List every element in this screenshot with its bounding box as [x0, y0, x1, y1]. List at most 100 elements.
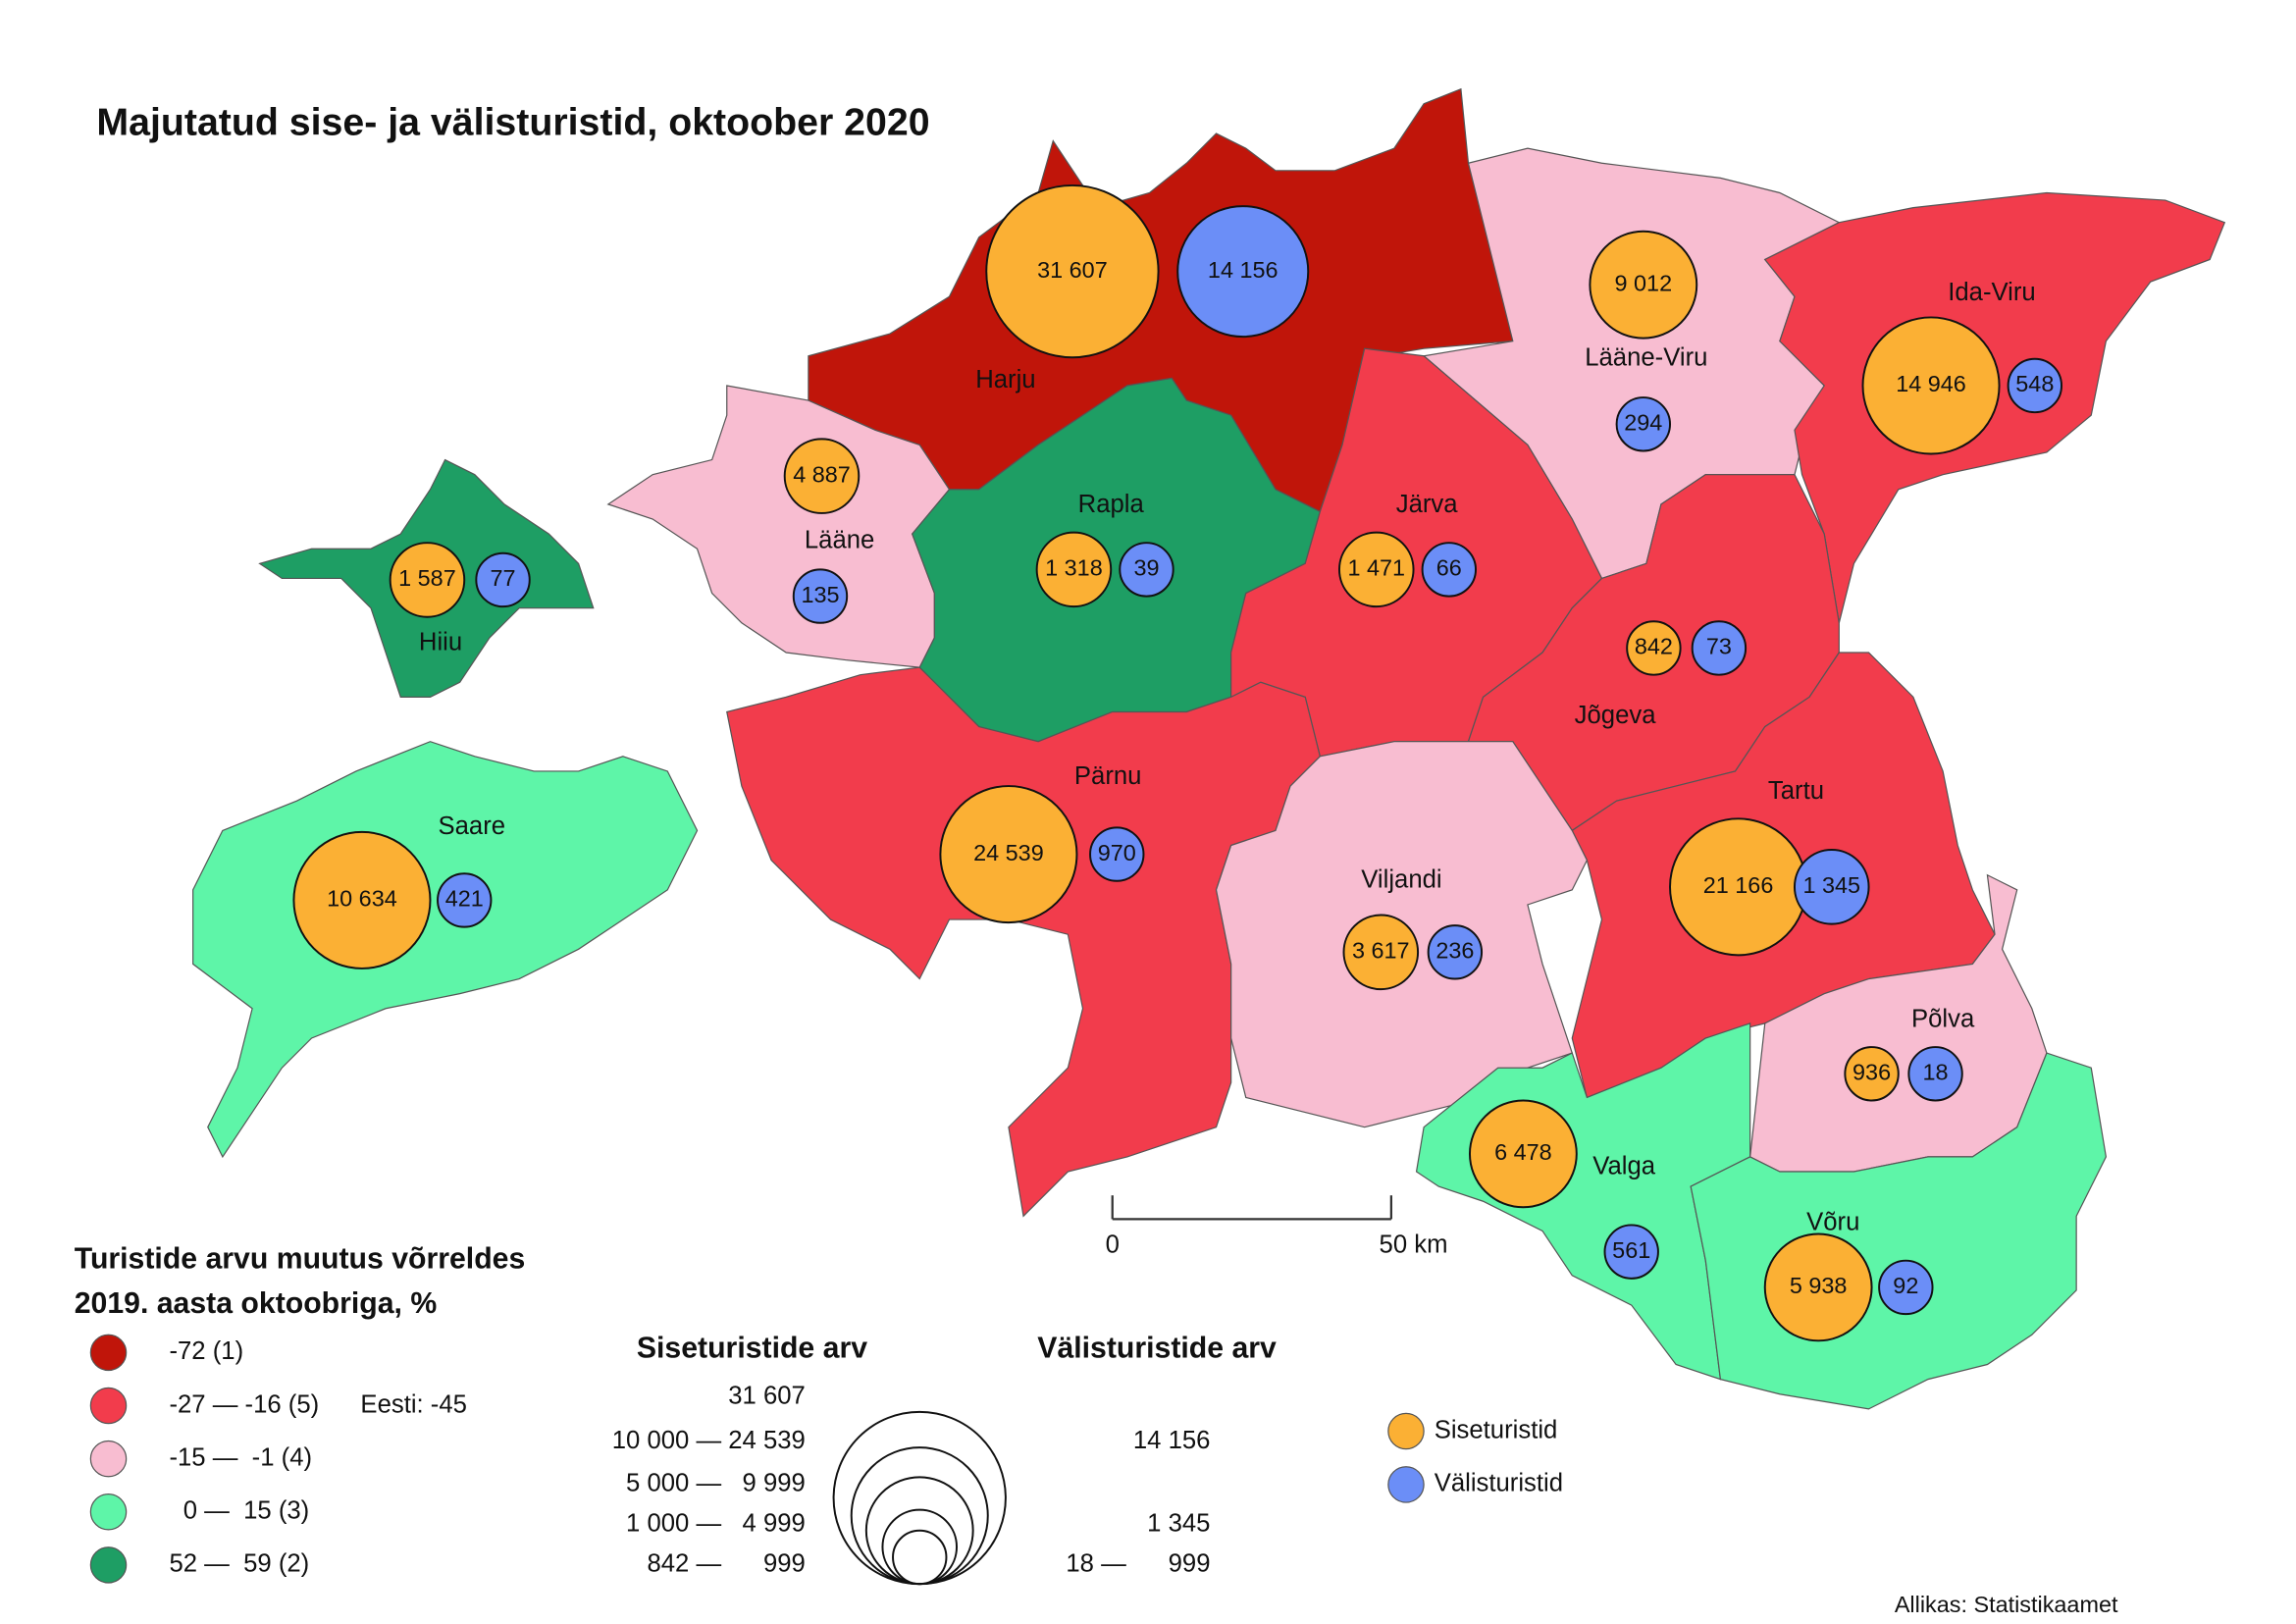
- domestic-label: 1 318: [1045, 555, 1103, 581]
- foreign-circle: [1603, 1224, 1659, 1280]
- foreign-circle: [1878, 1259, 1934, 1316]
- size-legend-label: 842 — 999: [647, 1549, 805, 1577]
- legend-title: Turistide arvu muutus võrreldes: [75, 1243, 526, 1276]
- county-name: Lääne-Viru: [1585, 344, 1707, 372]
- foreign-circle: [1691, 620, 1748, 676]
- legend-title: 2019. aasta oktoobriga, %: [75, 1287, 438, 1320]
- domestic-label: 24 539: [973, 840, 1044, 865]
- domestic-circle: [1468, 1099, 1578, 1209]
- legend-label: -72 (1): [169, 1337, 243, 1365]
- domestic-circle: [1589, 230, 1698, 340]
- domestic-label: 10 634: [327, 886, 397, 912]
- domestic-circle: [292, 830, 432, 969]
- domestic-circle: [1763, 1232, 1873, 1342]
- domestic-circle: [783, 438, 861, 514]
- foreign-circle: [1119, 542, 1174, 598]
- foreign-circle: [1089, 826, 1145, 882]
- foreign-label: 1 345: [1802, 872, 1860, 898]
- county-name: Rapla: [1078, 491, 1145, 518]
- size-legend-label: 5 000 — 9 999: [626, 1470, 806, 1497]
- scale-label: 50 km: [1380, 1231, 1448, 1258]
- foreign-circle: [437, 872, 493, 928]
- foreign-label: 236: [1435, 938, 1474, 964]
- domestic-circle: [1035, 531, 1113, 608]
- foreign-circle: [1615, 396, 1672, 452]
- foreign-label: 92: [1893, 1273, 1918, 1298]
- marker-swatch: [1387, 1466, 1425, 1503]
- legend-swatch: [89, 1334, 128, 1372]
- domestic-label: 1 587: [398, 565, 456, 591]
- size-legend-label: 1 000 — 4 999: [626, 1510, 806, 1538]
- size-legend-title: Välisturistide arv: [1037, 1332, 1277, 1364]
- domestic-label: 936: [1852, 1059, 1891, 1084]
- foreign-circle: [1793, 849, 1870, 925]
- marker-label: Siseturistid: [1435, 1416, 1558, 1443]
- foreign-label: 73: [1706, 634, 1732, 659]
- symbols: Harju 31 607 14 156 Lääne-Viru 9 012 294 Ida-V…: [292, 183, 2063, 1342]
- county-name: Järva: [1396, 491, 1459, 518]
- size-legend-label: 31 607: [728, 1383, 806, 1410]
- domestic-circle: [985, 183, 1160, 359]
- size-legend-circle: [892, 1529, 948, 1586]
- size-legend-label: 10 000 — 24 539: [612, 1427, 806, 1454]
- counties: [192, 87, 2226, 1410]
- foreign-label: 77: [491, 565, 516, 591]
- county-name: Võru: [1806, 1209, 1859, 1236]
- title: Majutatud sise- ja välisturistid, oktoob…: [96, 100, 929, 143]
- foreign-circle: [1176, 205, 1310, 339]
- domestic-label: 1 471: [1347, 555, 1405, 581]
- domestic-label: 21 166: [1703, 872, 1774, 898]
- foreign-circle: [475, 551, 531, 608]
- domestic-label: 842: [1635, 634, 1673, 659]
- domestic-label: 14 946: [1896, 371, 1966, 396]
- foreign-label: 561: [1612, 1237, 1650, 1263]
- county-name: Jõgeva: [1575, 702, 1657, 729]
- domestic-label: 9 012: [1615, 270, 1673, 295]
- domestic-circle: [1342, 914, 1420, 991]
- county-name: Lääne: [805, 526, 874, 553]
- legend-swatch: [89, 1387, 128, 1425]
- county-name: Saare: [439, 812, 506, 840]
- size-legend-title: Siseturistide arv: [637, 1332, 867, 1364]
- foreign-label: 970: [1098, 840, 1136, 865]
- foreign-circle: [1427, 924, 1484, 980]
- county-name: Valga: [1592, 1152, 1656, 1179]
- legend-label: -15 — -1 (4): [169, 1443, 312, 1471]
- legend-swatch: [89, 1546, 128, 1584]
- domestic-circle: [939, 785, 1078, 924]
- county: [192, 741, 699, 1159]
- marker-swatch: [1387, 1412, 1425, 1450]
- size-legend-label: 14 156: [1133, 1427, 1211, 1454]
- foreign-label: 294: [1624, 409, 1662, 435]
- domestic-circle: [1337, 531, 1415, 608]
- foreign-label: 421: [445, 886, 484, 912]
- foreign-circle: [2007, 357, 2063, 414]
- legend-label: -27 — -16 (5): [169, 1390, 319, 1418]
- domestic-circle: [1861, 316, 2001, 455]
- foreign-circle: [1421, 542, 1478, 598]
- domestic-label: 5 938: [1790, 1273, 1848, 1298]
- legend-swatch: [89, 1440, 128, 1478]
- county-name: Ida-Viru: [1948, 279, 2035, 306]
- foreign-label: 14 156: [1208, 257, 1278, 283]
- county-name: Tartu: [1768, 777, 1824, 805]
- county: [606, 385, 951, 668]
- foreign-circle: [792, 568, 849, 624]
- legend-swatch: [89, 1493, 128, 1531]
- domestic-label: 4 887: [793, 461, 851, 487]
- foreign-label: 135: [801, 582, 839, 607]
- marker-label: Välisturistid: [1435, 1470, 1563, 1497]
- legend: -72 (1) -27 — -16 (5) -15 — -1 (4) 0 — 15 …: [89, 1334, 1563, 1586]
- foreign-label: 548: [2015, 371, 2054, 396]
- foreign-label: 66: [1436, 555, 1462, 581]
- county-name: Pärnu: [1074, 762, 1142, 790]
- foreign-label: 39: [1133, 555, 1159, 581]
- domestic-circle: [1844, 1046, 1900, 1102]
- foreign-label: 18: [1923, 1059, 1949, 1084]
- size-legend-label: 18 — 999: [1066, 1549, 1210, 1577]
- source: Allikas: Statistikaamet: [1895, 1592, 2118, 1617]
- legend-label: 52 — 59 (2): [169, 1550, 309, 1578]
- domestic-label: 31 607: [1037, 257, 1108, 283]
- domestic-circle: [389, 542, 466, 618]
